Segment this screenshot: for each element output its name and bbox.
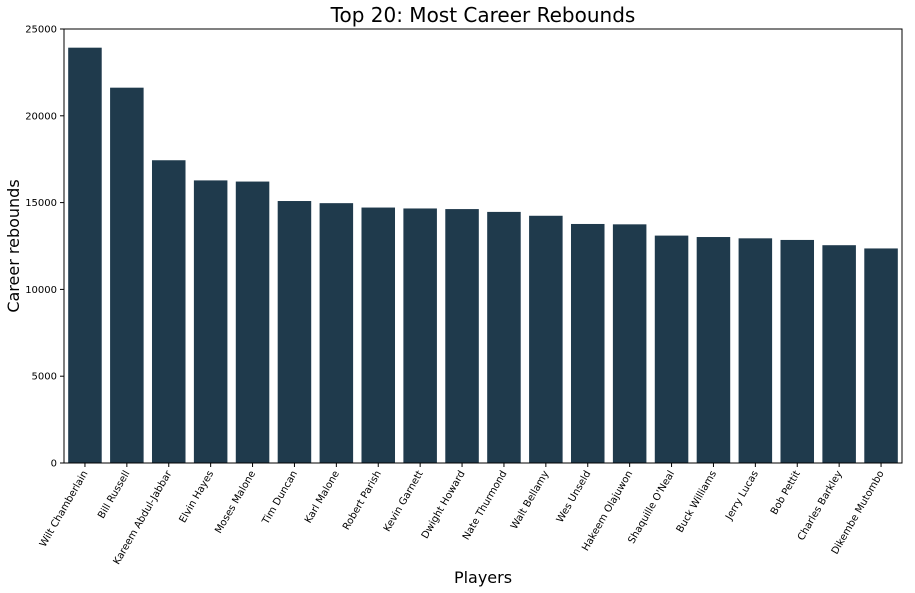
x-tick-label-6: Karl Malone: [303, 469, 342, 525]
x-tick-label-12: Wes Unseld: [555, 469, 594, 525]
bar-8: [403, 208, 437, 463]
bar-3: [193, 180, 228, 464]
bar-15: [696, 237, 731, 463]
x-tick-label-1: Bill Russell: [96, 469, 132, 521]
bar-17: [780, 239, 815, 463]
x-tick-label-0: Wilt Chamberlain: [38, 469, 91, 549]
bar-5: [277, 201, 312, 463]
chart-title: Top 20: Most Career Rebounds: [330, 3, 636, 27]
y-tick-label-3: 15000: [25, 198, 57, 209]
y-tick-label-4: 20000: [25, 111, 57, 122]
x-tick-label-16: Jerry Lucas: [724, 469, 761, 523]
y-tick-label-5: 25000: [25, 25, 57, 36]
bar-7: [361, 207, 396, 463]
x-tick-label-5: Tim Duncan: [260, 469, 300, 527]
x-tick-label-9: Dwight Howard: [420, 469, 468, 541]
bar-11: [529, 215, 563, 463]
y-tick-label-2: 10000: [25, 285, 57, 296]
bar-4: [235, 181, 270, 463]
x-tick-label-11: Walt Bellamy: [509, 469, 551, 531]
y-tick-label-1: 5000: [32, 372, 57, 383]
y-axis-title: Career rebounds: [4, 179, 23, 312]
x-tick-label-17: Bob Pettit: [769, 469, 803, 517]
x-tick-label-10: Nate Thurmond: [461, 469, 510, 542]
x-axis-title: Players: [454, 568, 512, 587]
x-tick-label-8: Kevin Garnett: [382, 469, 426, 534]
x-tick-label-18: Charles Barkley: [796, 469, 845, 543]
bar-18: [822, 245, 856, 463]
x-tick-label-14: Shaquille O'Neal: [626, 469, 677, 546]
bar-10: [487, 211, 521, 463]
bar-6: [319, 203, 354, 463]
x-tick-label-4: Moses Malone: [213, 469, 258, 536]
bar-0: [68, 47, 102, 464]
bar-1: [110, 87, 144, 463]
bar-2: [151, 160, 186, 464]
bar-14: [654, 235, 689, 463]
bar-13: [612, 224, 647, 463]
y-axis: 0 5000 10000 15000 20000 25000: [25, 25, 64, 470]
bar-16: [738, 238, 773, 463]
x-tick-label-7: Robert Parish: [341, 469, 384, 532]
bar-12: [570, 223, 605, 463]
y-tick-label-0: 0: [51, 459, 57, 470]
bars-group: [68, 47, 898, 464]
bar-19: [864, 248, 898, 463]
bar-9: [445, 209, 479, 463]
x-tick-label-15: Buck Williams: [675, 469, 719, 535]
plot-frame: [63, 28, 903, 464]
x-tick-label-3: Elvin Hayes: [178, 469, 217, 525]
